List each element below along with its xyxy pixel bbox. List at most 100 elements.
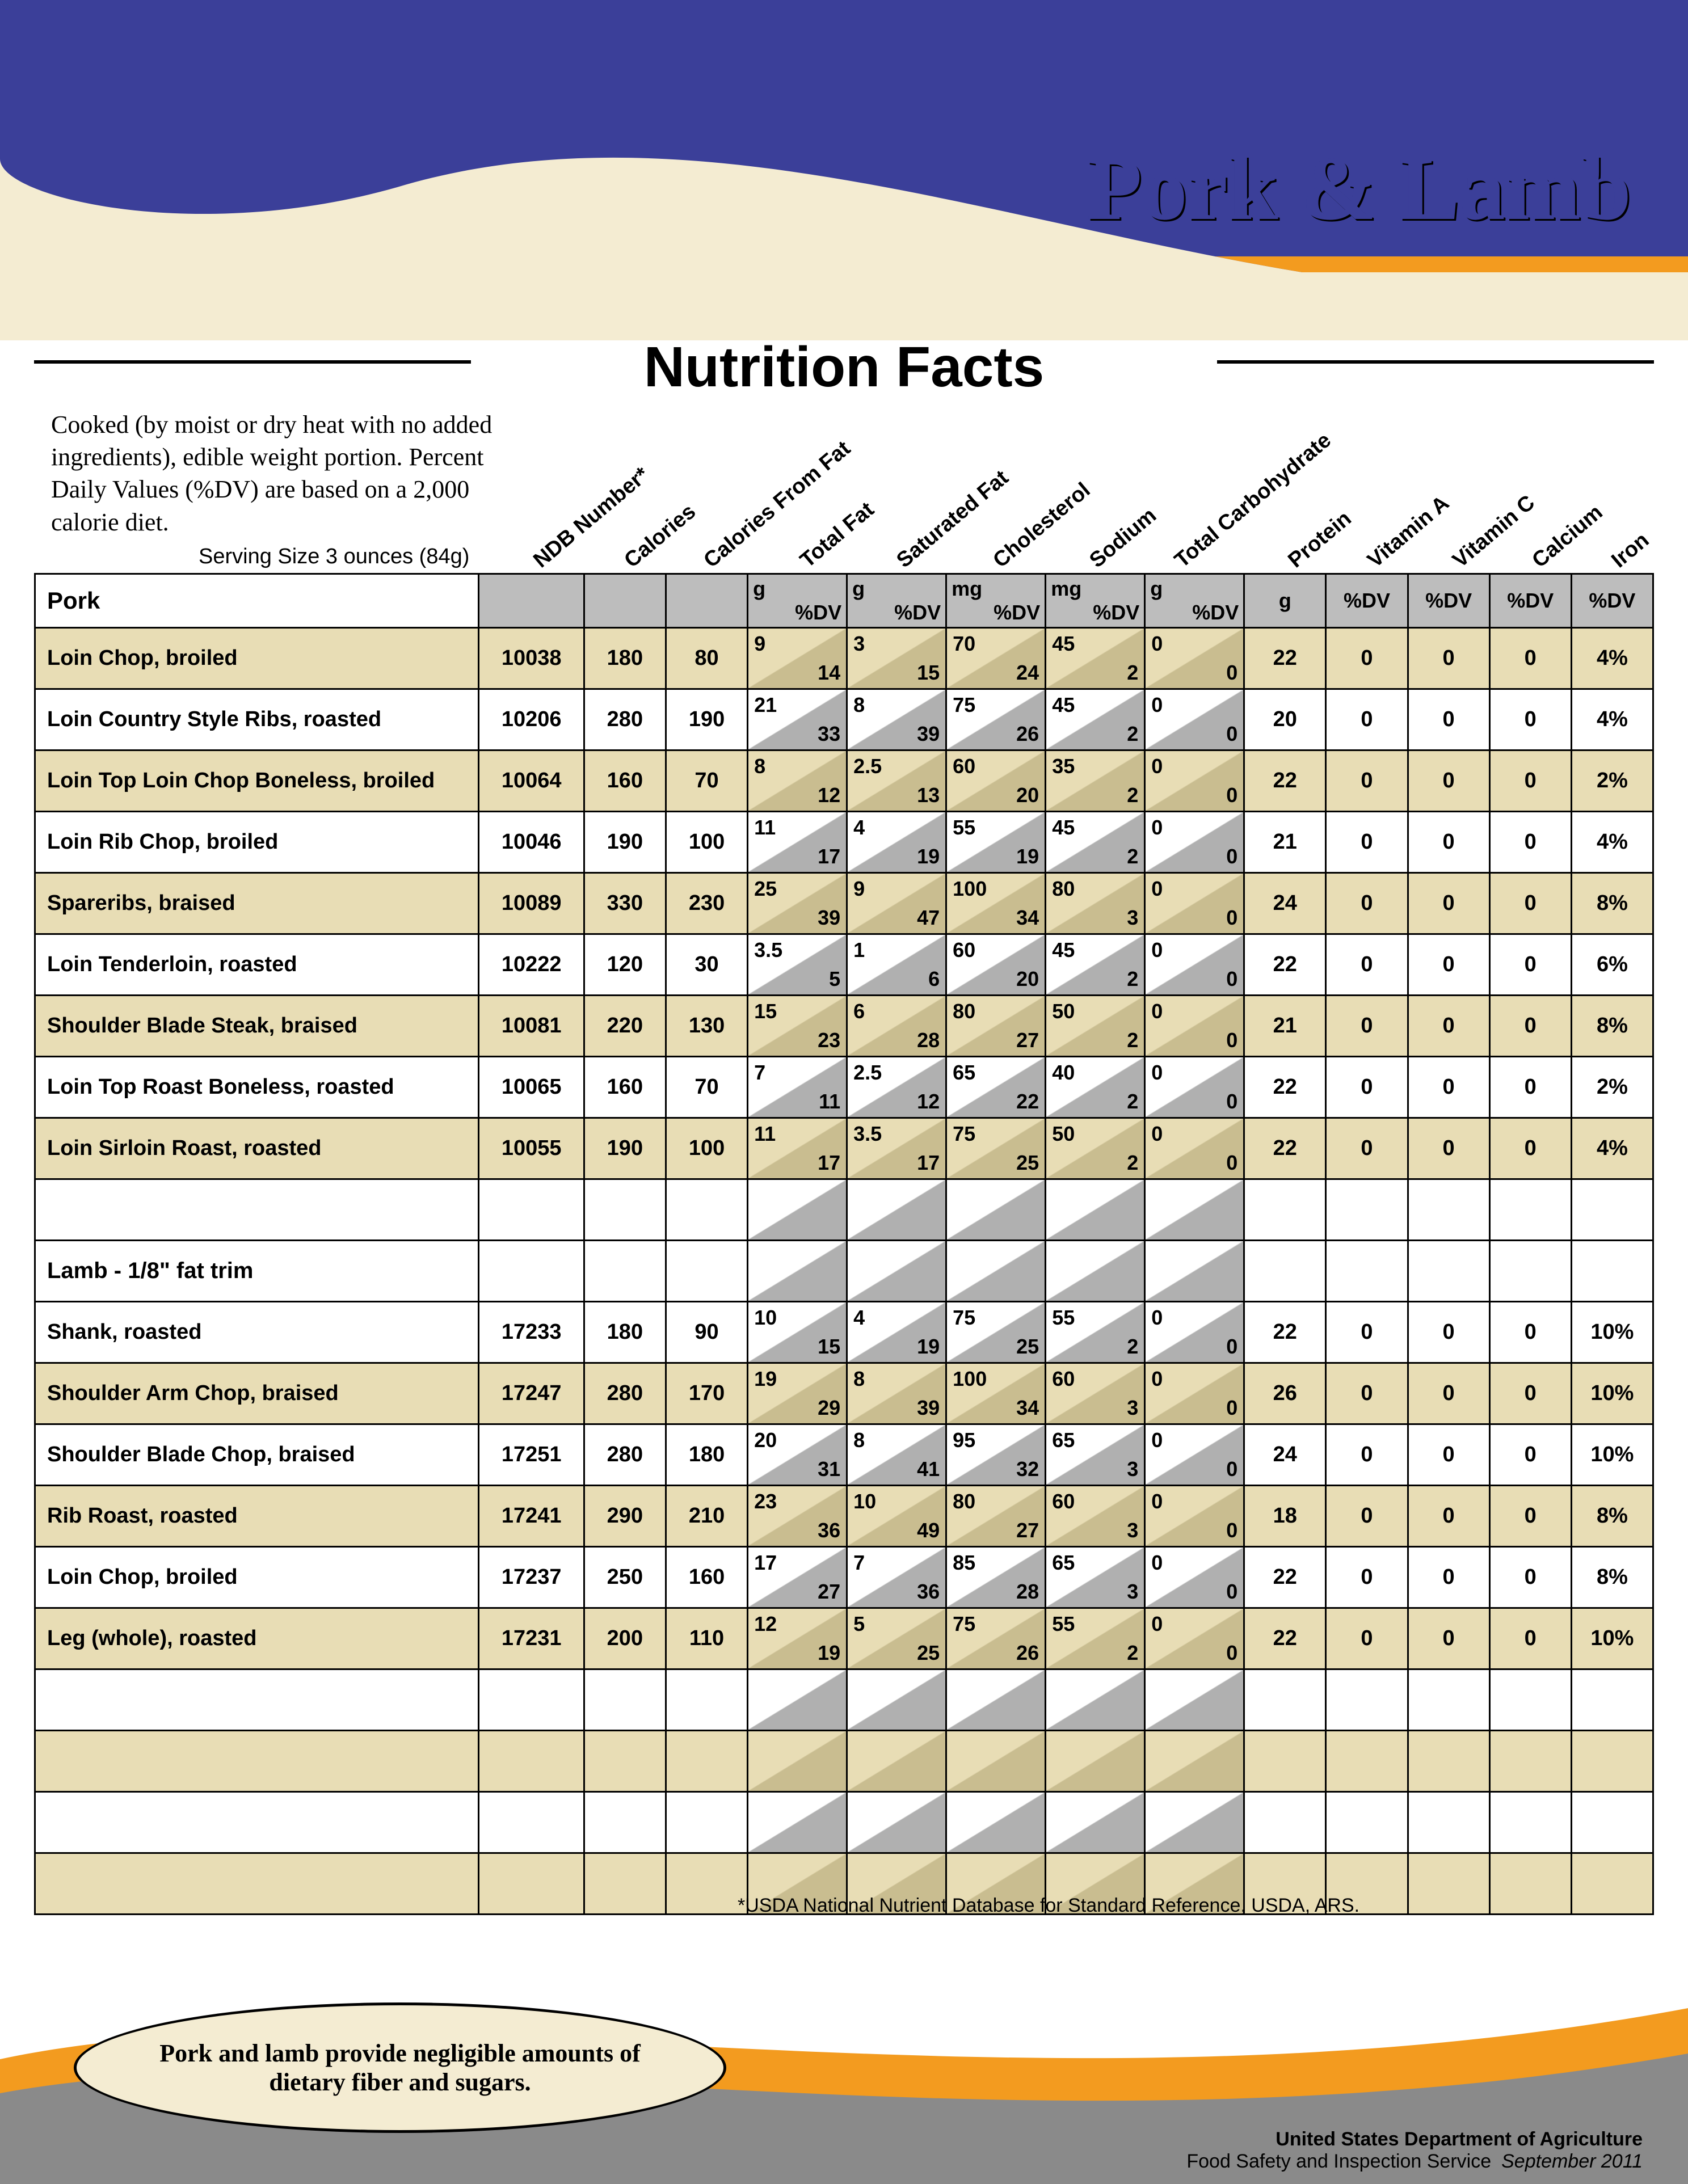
dual-cell: 812	[748, 751, 847, 812]
page-title: Pork & Lamb	[1087, 136, 1631, 241]
food-name: Loin Sirloin Roast, roasted	[35, 1118, 479, 1179]
dual-cell: 839	[847, 689, 946, 751]
dual-cell: 7526	[946, 1608, 1046, 1669]
ndb-number: 10065	[479, 1057, 584, 1118]
dual-cell: 00	[1145, 873, 1244, 934]
subtitle-text: Nutrition Facts	[644, 335, 1045, 400]
col-header: Cholesterol	[988, 478, 1095, 573]
value-cell: 18	[1244, 1486, 1326, 1547]
value-cell: 0	[1489, 873, 1571, 934]
food-name: Loin Tenderloin, roasted	[35, 934, 479, 996]
value-cell: 22	[1244, 628, 1326, 689]
value-cell: 2%	[1571, 1057, 1653, 1118]
food-name: Loin Chop, broiled	[35, 628, 479, 689]
calories-from-fat: 130	[666, 996, 747, 1057]
value-cell: 0	[1489, 1608, 1571, 1669]
dual-cell: 502	[1046, 1118, 1145, 1179]
value-cell: 24	[1244, 1424, 1326, 1486]
dual-cell: 00	[1145, 996, 1244, 1057]
value-cell: 0	[1408, 689, 1489, 751]
value-cell: 0	[1489, 996, 1571, 1057]
value-cell: 0	[1326, 1486, 1408, 1547]
calories-from-fat: 70	[666, 1057, 747, 1118]
nutrition-table: Porkg%DVg%DVmg%DVmg%DVg%DVg%DV%DV%DV%DVL…	[34, 573, 1654, 1915]
value-cell: 2%	[1571, 751, 1653, 812]
unit-header: mg%DV	[1046, 574, 1145, 628]
col-header: Calories	[620, 500, 701, 573]
unit-header: g%DV	[748, 574, 847, 628]
dual-cell: 839	[847, 1363, 946, 1424]
ndb-number: 17233	[479, 1302, 584, 1363]
value-cell: 0	[1408, 1363, 1489, 1424]
value-cell: 4%	[1571, 1118, 1653, 1179]
dual-cell: 419	[847, 812, 946, 873]
dual-cell: 2.512	[847, 1057, 946, 1118]
dual-cell: 603	[1046, 1363, 1145, 1424]
value-cell: 0	[1326, 1547, 1408, 1608]
value-cell: 0	[1408, 751, 1489, 812]
value-cell: 0	[1326, 873, 1408, 934]
dual-cell: 6522	[946, 1057, 1046, 1118]
ndb-number: 10055	[479, 1118, 584, 1179]
dual-cell: 9532	[946, 1424, 1046, 1486]
value-cell: 0	[1326, 1363, 1408, 1424]
value-cell: 22	[1244, 1547, 1326, 1608]
dual-cell: 00	[1145, 812, 1244, 873]
calories-from-fat: 30	[666, 934, 747, 996]
value-cell: 8%	[1571, 1486, 1653, 1547]
unit-header: %DV	[1408, 574, 1489, 628]
dual-cell: 10034	[946, 873, 1046, 934]
calories: 280	[584, 1424, 666, 1486]
food-name: Spareribs, braised	[35, 873, 479, 934]
ndb-number: 10046	[479, 812, 584, 873]
value-cell: 0	[1408, 1424, 1489, 1486]
dual-cell: 841	[847, 1424, 946, 1486]
value-cell: 0	[1489, 812, 1571, 873]
food-name: Loin Top Loin Chop Boneless, broiled	[35, 751, 479, 812]
unit-header: %DV	[1571, 574, 1653, 628]
dual-cell: 2133	[748, 689, 847, 751]
dual-cell: 8027	[946, 1486, 1046, 1547]
dual-cell: 1219	[748, 1608, 847, 1669]
value-cell: 0	[1408, 1118, 1489, 1179]
value-cell: 0	[1408, 1302, 1489, 1363]
dual-cell: 00	[1145, 934, 1244, 996]
dual-cell: 00	[1145, 689, 1244, 751]
value-cell: 0	[1489, 934, 1571, 996]
column-headers: NDB Number*CaloriesCalories From FatTota…	[545, 414, 1645, 573]
value-cell: 0	[1489, 1424, 1571, 1486]
calories-from-fat: 100	[666, 1118, 747, 1179]
col-header: Total Fat	[795, 497, 879, 573]
dual-cell: 2336	[748, 1486, 847, 1547]
ndb-number: 10089	[479, 873, 584, 934]
unit-header: g%DV	[847, 574, 946, 628]
value-cell: 21	[1244, 996, 1326, 1057]
value-cell: 6%	[1571, 934, 1653, 996]
calories-from-fat: 210	[666, 1486, 747, 1547]
ndb-number: 10038	[479, 628, 584, 689]
value-cell: 22	[1244, 751, 1326, 812]
food-name: Shank, roasted	[35, 1302, 479, 1363]
value-cell: 0	[1326, 1302, 1408, 1363]
dual-cell: 00	[1145, 1118, 1244, 1179]
dual-cell: 10034	[946, 1363, 1046, 1424]
value-cell: 0	[1489, 1057, 1571, 1118]
serving-size: Serving Size 3 ounces (84g)	[199, 545, 469, 569]
value-cell: 0	[1326, 1424, 1408, 1486]
value-cell: 0	[1489, 1486, 1571, 1547]
calories: 180	[584, 1302, 666, 1363]
dual-cell: 1727	[748, 1547, 847, 1608]
dual-cell: 1117	[748, 812, 847, 873]
dual-cell: 00	[1145, 1363, 1244, 1424]
ndb-number: 17241	[479, 1486, 584, 1547]
value-cell: 0	[1326, 751, 1408, 812]
value-cell: 0	[1326, 934, 1408, 996]
calories-from-fat: 170	[666, 1363, 747, 1424]
value-cell: 0	[1408, 812, 1489, 873]
dual-cell: 419	[847, 1302, 946, 1363]
calories: 330	[584, 873, 666, 934]
value-cell: 21	[1244, 812, 1326, 873]
calories: 120	[584, 934, 666, 996]
dual-cell: 00	[1145, 1424, 1244, 1486]
value-cell: 0	[1326, 689, 1408, 751]
